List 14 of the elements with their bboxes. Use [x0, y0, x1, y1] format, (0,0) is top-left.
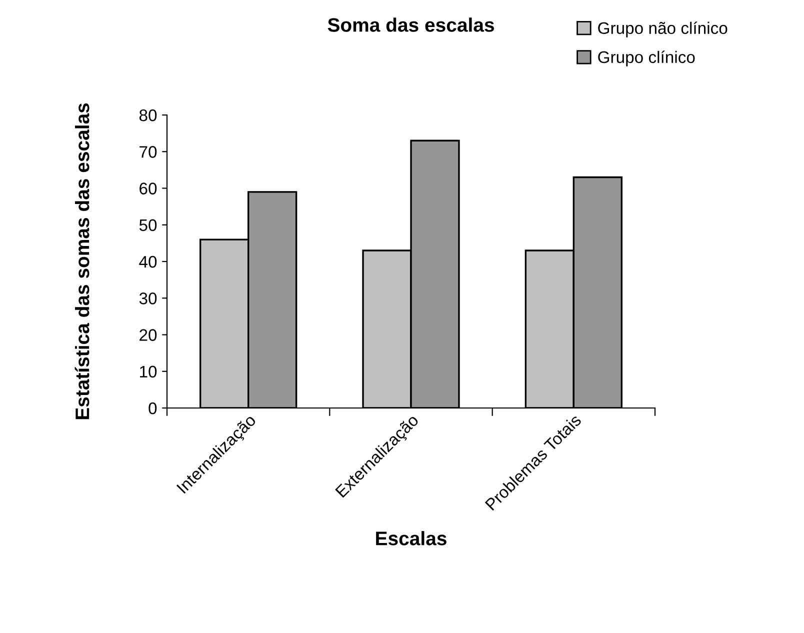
- y-tick-label: 10: [140, 366, 157, 378]
- x-axis-title: Escalas: [376, 531, 446, 546]
- legend-label: Grupo não clínico: [598, 22, 728, 38]
- legend-label: Grupo clínico: [598, 50, 695, 66]
- y-tick-label: 50: [139, 219, 157, 232]
- y-tick-label: 60: [140, 182, 157, 194]
- y-tick-label: 20: [140, 329, 157, 341]
- y-tick-label: 40: [139, 256, 157, 268]
- y-tick-label: 30: [139, 292, 157, 304]
- y-axis-title: Estatística das somas das escalas: [74, 103, 90, 420]
- y-tick-label: 70: [140, 146, 157, 158]
- y-tick-label: 80: [139, 109, 157, 122]
- chart-title: Soma das escalas: [328, 18, 494, 32]
- y-tick-label: 0: [148, 402, 157, 414]
